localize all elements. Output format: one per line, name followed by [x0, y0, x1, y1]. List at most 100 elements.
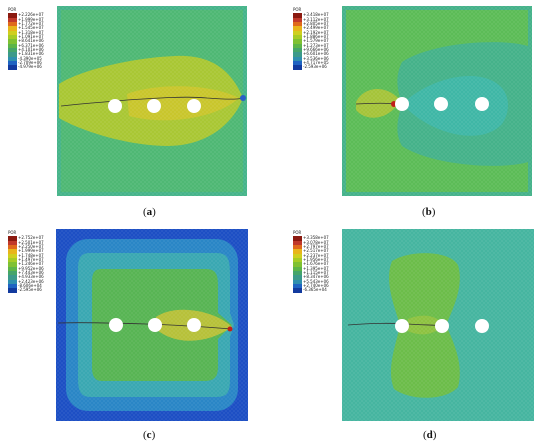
- legend-c-rows: +2.752e+07 +2.501e+07 +2.250e+07 +1.999e+07…: [8, 235, 44, 293]
- legend-a-entry: +8.641e+06: [8, 39, 44, 44]
- legend-value: +5.543e+06: [303, 278, 329, 284]
- legend-b-entry: -2.593e+06: [293, 65, 329, 70]
- legend-a-entry: +1.318e+07: [8, 29, 44, 36]
- legend-value: +3.358e+07: [303, 235, 329, 241]
- legend-value: -8.606e+04: [18, 283, 42, 289]
- legend-value: +8.347e+06: [303, 274, 329, 280]
- legend-value: +2.250e+07: [18, 244, 44, 250]
- legend-value: +1.748e+07: [18, 252, 44, 258]
- legend-c-entry: +2.250e+07: [8, 244, 44, 250]
- legend-d-entry: +2.740e+06: [293, 283, 329, 289]
- legend-b-rows: +3.418e+07 +3.112e+07 +2.805e+07 +2.499e+07…: [293, 12, 329, 70]
- legend-a-entry: -4.390e+05: [8, 55, 44, 62]
- legend-value: +1.115e+07: [303, 270, 329, 276]
- legend-value: +1.091e+07: [18, 34, 44, 40]
- legend-c-entry: +7.443e+06: [8, 270, 44, 276]
- legend-value: -4.390e+05: [18, 55, 42, 61]
- wellbore-b-1: [395, 97, 409, 111]
- fracture-line-c: [57, 322, 233, 330]
- legend-c-entry: +1.246e+07: [8, 261, 44, 267]
- legend-swatch: [8, 240, 17, 246]
- legend-swatch: [8, 26, 17, 31]
- legend-c-entry: -2.595e+06: [8, 288, 44, 293]
- legend-b-entry: +2.805e+07: [293, 21, 329, 27]
- legend-swatch: [293, 288, 302, 293]
- legend-swatch: [8, 17, 17, 23]
- legend-b-entry: +3.418e+07: [293, 12, 329, 18]
- legend-value: +6.371e+06: [18, 42, 44, 48]
- legend-swatch: [293, 249, 302, 254]
- legend-value: +2.805e+07: [303, 21, 329, 27]
- legend-value: +2.517e+07: [303, 248, 329, 254]
- legend-swatch: [8, 48, 17, 53]
- legend-value: +1.318e+07: [18, 29, 44, 35]
- legend-swatch: [293, 253, 302, 259]
- legend-a-title: POR: [8, 7, 17, 12]
- legend-swatch: [8, 245, 17, 250]
- legend-swatch: [293, 13, 302, 18]
- fracture-line-a: [60, 96, 245, 107]
- legend-value: +1.956e+07: [303, 257, 329, 263]
- legend-swatch: [8, 43, 17, 49]
- legend-a-entry: +1.545e+07: [8, 26, 44, 31]
- legend-d-entry: +2.237e+07: [293, 253, 329, 259]
- legend-swatch: [8, 65, 17, 70]
- legend-swatch: [8, 22, 17, 27]
- legend-d: POR +3.358e+07 +3.078e+07 +2.797e+07 +2.517…: [293, 230, 329, 293]
- legend-swatch: [293, 48, 302, 53]
- legend-a-rows: +2.226e+07 +1.999e+07 +1.772e+07 +1.545e+07…: [8, 12, 44, 70]
- legend-c-entry: +1.748e+07: [8, 252, 44, 259]
- legend-a-entry: +2.226e+07: [8, 12, 44, 18]
- legend-b-entry: +3.112e+07: [293, 16, 329, 23]
- wellbore-d-2: [435, 319, 449, 333]
- legend-swatch: [8, 271, 17, 276]
- legend-value: +1.273e+07: [303, 42, 329, 48]
- legend-swatch: [8, 253, 17, 259]
- legend-c-entry: +2.752e+07: [8, 235, 44, 241]
- legend-d-rows: +3.358e+07 +3.078e+07 +2.797e+07 +2.517e+07…: [293, 235, 329, 293]
- legend-swatch: [8, 39, 17, 44]
- legend-value: -4.979e+06: [18, 64, 42, 70]
- legend-c-title: POR: [8, 230, 17, 235]
- wellbore-b-2: [434, 97, 448, 111]
- legend-b-entry: +2.192e+07: [293, 29, 329, 36]
- legend-swatch: [8, 56, 17, 62]
- legend-swatch: [8, 288, 17, 293]
- legend-swatch: [293, 26, 302, 31]
- legend-value: +2.226e+07: [18, 12, 44, 18]
- legend-b: POR +3.418e+07 +3.112e+07 +2.805e+07 +2.499…: [293, 7, 329, 70]
- legend-value: +1.886e+07: [303, 34, 329, 40]
- legend-a-entry: +6.371e+06: [8, 42, 44, 49]
- legend-b-entry: +1.886e+07: [293, 34, 329, 40]
- legend-swatch: [8, 61, 17, 66]
- legend-value: +2.499e+07: [303, 25, 329, 31]
- legend-d-entry: +1.956e+07: [293, 257, 329, 263]
- legend-value: +1.246e+07: [18, 261, 44, 267]
- legend-value: +9.952e+06: [18, 265, 44, 271]
- legend-value: +2.752e+07: [18, 235, 44, 241]
- legend-a-entry: -2.709e+06: [8, 60, 44, 66]
- hotspot-c: [227, 326, 233, 332]
- legend-a-entry: +1.772e+07: [8, 21, 44, 27]
- legend-a-entry: +4.101e+06: [8, 47, 44, 53]
- legend-value: +3.536e+06: [303, 55, 329, 61]
- legend-swatch: [293, 39, 302, 44]
- legend-c-entry: +2.501e+07: [8, 240, 44, 246]
- legend-value: +1.831e+06: [18, 51, 44, 57]
- legend-swatch: [293, 266, 302, 272]
- legend-swatch: [293, 65, 302, 70]
- legend-swatch: [8, 284, 17, 289]
- legend-value: +2.192e+07: [303, 29, 329, 35]
- legend-a-entry: +1.091e+07: [8, 34, 44, 40]
- legend-swatch: [293, 30, 302, 36]
- legend-d-entry: -6.365e+04: [293, 288, 329, 293]
- legend-swatch: [293, 236, 302, 241]
- legend-a-entry: -4.979e+06: [8, 64, 44, 70]
- legend-value: +3.112e+07: [303, 16, 329, 22]
- legend-swatch: [8, 30, 17, 36]
- legend-swatch: [293, 22, 302, 27]
- legend-d-entry: +1.115e+07: [293, 270, 329, 276]
- legend-b-entry: +3.536e+06: [293, 55, 329, 62]
- legend-value: +2.423e+06: [18, 278, 44, 284]
- legend-swatch: [293, 245, 302, 250]
